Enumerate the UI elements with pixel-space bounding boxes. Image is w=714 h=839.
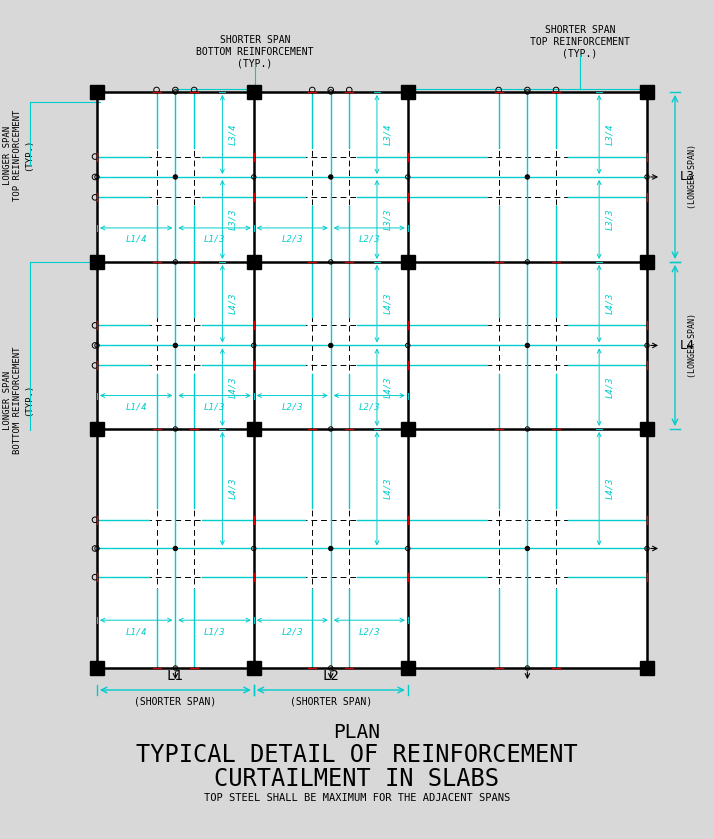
Text: L4/3: L4/3	[228, 478, 237, 499]
Text: L2/3: L2/3	[358, 403, 380, 412]
Circle shape	[174, 343, 178, 347]
Bar	[640, 255, 654, 269]
Text: L4/3: L4/3	[228, 293, 237, 315]
Text: (SHORTER SPAN): (SHORTER SPAN)	[290, 696, 372, 706]
Text: L2/3: L2/3	[281, 235, 303, 244]
Text: L4/3: L4/3	[383, 478, 392, 499]
Circle shape	[526, 175, 530, 180]
Text: L4/3: L4/3	[605, 377, 614, 398]
Bar	[640, 85, 654, 99]
Bar	[90, 85, 104, 99]
Text: L3/3: L3/3	[383, 209, 392, 230]
Text: L3/3: L3/3	[228, 209, 237, 230]
Text: L4/3: L4/3	[605, 293, 614, 315]
Text: PLAN: PLAN	[333, 723, 381, 742]
Bar	[401, 255, 415, 269]
Text: L2/3: L2/3	[281, 628, 303, 636]
Text: L3: L3	[680, 170, 695, 184]
Text: L4/3: L4/3	[228, 377, 237, 398]
Text: L1: L1	[167, 669, 183, 683]
Text: CURTAILMENT IN SLABS: CURTAILMENT IN SLABS	[214, 767, 500, 791]
Bar	[640, 422, 654, 436]
Bar	[90, 255, 104, 269]
Text: L2/3: L2/3	[358, 628, 380, 636]
Circle shape	[328, 343, 333, 347]
Text: TOP STEEL SHALL BE MAXIMUM FOR THE ADJACENT SPANS: TOP STEEL SHALL BE MAXIMUM FOR THE ADJAC…	[204, 793, 510, 803]
Bar	[90, 661, 104, 675]
Text: (SHORTER SPAN): (SHORTER SPAN)	[134, 696, 216, 706]
Text: L3/4: L3/4	[228, 123, 237, 145]
Bar	[401, 85, 415, 99]
Text: L2: L2	[323, 669, 339, 683]
Circle shape	[328, 546, 333, 550]
Text: SHORTER SPAN
BOTTOM REINFORCEMENT
(TYP.): SHORTER SPAN BOTTOM REINFORCEMENT (TYP.)	[196, 35, 313, 69]
Text: SHORTER SPAN
TOP REINFORCEMENT
(TYP.): SHORTER SPAN TOP REINFORCEMENT (TYP.)	[530, 25, 630, 59]
Text: L2/3: L2/3	[281, 403, 303, 412]
Circle shape	[174, 175, 178, 180]
Bar	[247, 661, 261, 675]
Circle shape	[526, 343, 530, 347]
Bar	[247, 85, 261, 99]
Text: L1/3: L1/3	[203, 628, 226, 636]
Bar	[640, 661, 654, 675]
Text: L2/3: L2/3	[358, 235, 380, 244]
Text: L3/4: L3/4	[605, 123, 614, 145]
Text: (LONGER SPAN): (LONGER SPAN)	[688, 313, 696, 378]
Text: L1/4: L1/4	[126, 628, 147, 636]
Circle shape	[526, 546, 530, 550]
Text: (LONGER SPAN): (LONGER SPAN)	[688, 144, 696, 210]
Text: L1/3: L1/3	[203, 235, 226, 244]
Circle shape	[174, 546, 178, 550]
Text: L4: L4	[680, 339, 695, 352]
Bar	[247, 422, 261, 436]
Circle shape	[328, 175, 333, 180]
Text: L4/3: L4/3	[383, 293, 392, 315]
Bar	[90, 422, 104, 436]
Text: TYPICAL DETAIL OF REINFORCEMENT: TYPICAL DETAIL OF REINFORCEMENT	[136, 743, 578, 767]
Bar	[401, 422, 415, 436]
Text: L4/3: L4/3	[605, 478, 614, 499]
Bar	[97, 92, 647, 668]
Bar	[401, 661, 415, 675]
Text: L3/4: L3/4	[383, 123, 392, 145]
Text: L4/3: L4/3	[383, 377, 392, 398]
Text: L1/4: L1/4	[126, 403, 147, 412]
Text: L3/3: L3/3	[605, 209, 614, 230]
Text: L1/3: L1/3	[203, 403, 226, 412]
Bar	[247, 255, 261, 269]
Text: LONGER SPAN
BOTTOM REINFORCEMENT
(TYP.): LONGER SPAN BOTTOM REINFORCEMENT (TYP.)	[3, 347, 33, 454]
Text: L1/4: L1/4	[126, 235, 147, 244]
Text: LONGER SPAN
TOP REINFORCEMENT
(TYP.): LONGER SPAN TOP REINFORCEMENT (TYP.)	[3, 109, 33, 201]
